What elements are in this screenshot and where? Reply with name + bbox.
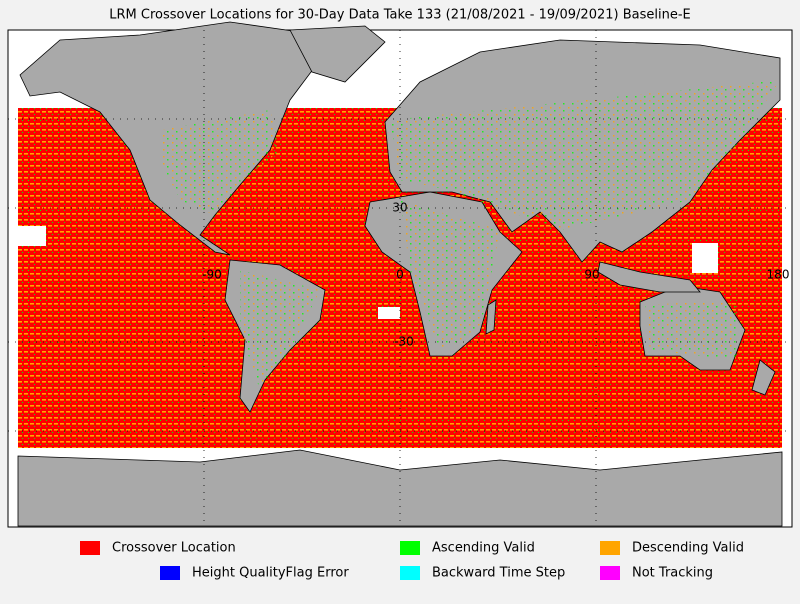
map: 30 -30 -90 0 90 180 [7,21,793,528]
coverage-gap [18,226,46,246]
indonesia [597,261,701,293]
greenland [289,25,386,83]
legend-swatch [400,566,420,580]
grid-label: 180 [767,268,790,282]
coverage-gap [692,243,718,273]
legend-label: Crossover Location [112,541,236,556]
grid-label: 90 [584,268,599,282]
legend-label: Ascending Valid [432,541,535,556]
graticule [8,30,792,527]
land-crossovers [160,80,780,390]
antarctica [17,449,783,527]
legend-swatch [80,541,100,555]
grid-labels: 30 -30 -90 0 90 180 [202,201,789,349]
legend-swatch [600,566,620,580]
legend-label: Not Tracking [632,566,713,581]
madagascar [485,299,497,335]
legend-label: Height QualityFlag Error [192,566,349,581]
grid-label: 0 [396,268,404,282]
coverage-gap [378,307,400,319]
grid-label: 30 [392,201,407,215]
grid-label: -90 [202,268,222,282]
new-zealand [751,359,776,396]
legend-swatch [160,566,180,580]
grid-label: -30 [394,335,414,349]
legend-label: Descending Valid [632,541,744,556]
title: LRM Crossover Locations for 30-Day Data … [109,8,691,23]
legend: Crossover Location Ascending Valid Descend… [80,541,744,581]
legend-swatch [600,541,620,555]
legend-swatch [400,541,420,555]
legend-label: Backward Time Step [432,566,565,581]
